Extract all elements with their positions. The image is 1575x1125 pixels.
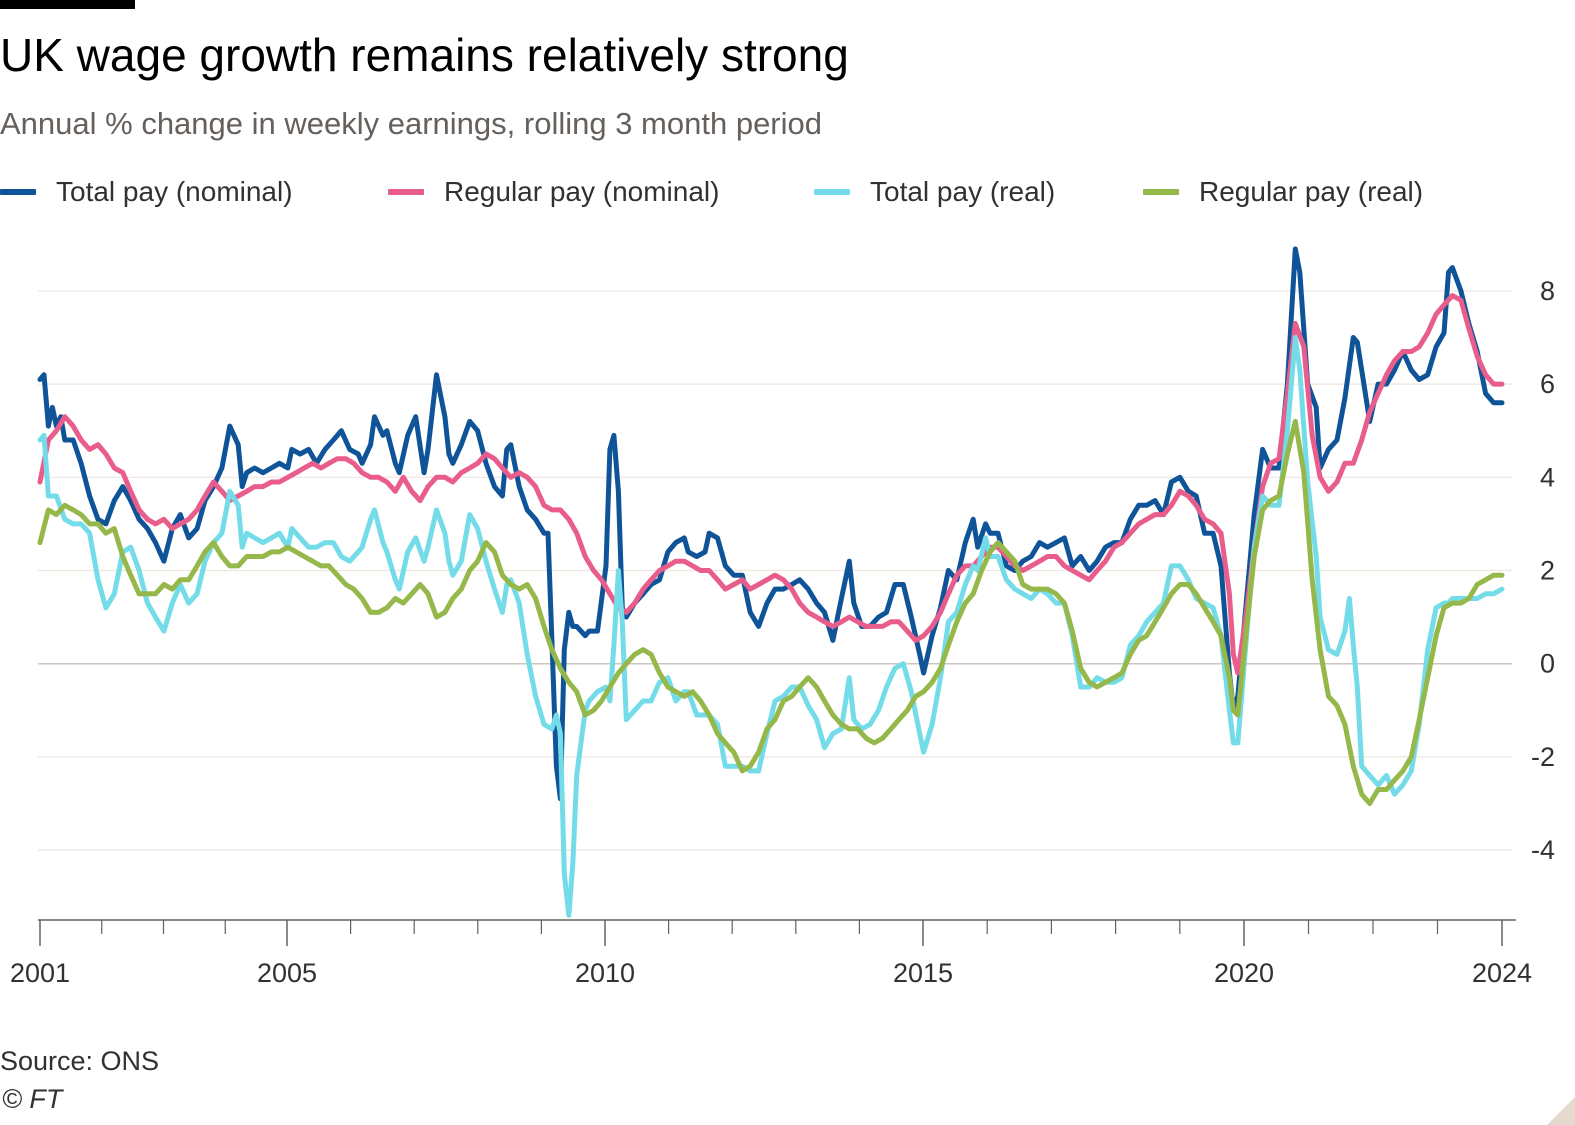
- legend-label: Regular pay (real): [1199, 176, 1424, 207]
- line-chart: 8 6 4 2 0 -2 -4 2001 2005 2010 2015 2020 2024: [10, 246, 1555, 988]
- brand-top-bar: [0, 0, 135, 9]
- x-tick-label: 2005: [257, 958, 317, 988]
- series-line-total-pay-nominal: [37, 246, 1505, 802]
- x-tick-label: 2001: [10, 958, 70, 988]
- x-tick-label: 2024: [1472, 958, 1532, 988]
- legend-item-total-nominal[interactable]: Total pay (nominal): [0, 176, 293, 208]
- legend-label: Total pay (nominal): [56, 176, 293, 207]
- series-line-regular-pay-real: [37, 418, 1505, 806]
- legend-label: Regular pay (nominal): [444, 176, 720, 207]
- chart-subtitle: Annual % change in weekly earnings, roll…: [0, 106, 822, 141]
- y-tick-label: 8: [1540, 276, 1555, 306]
- y-tick-label: 0: [1540, 649, 1555, 679]
- x-tick-label: 2010: [575, 958, 635, 988]
- y-tick-label: 6: [1540, 369, 1555, 399]
- x-tick-label: 2020: [1214, 958, 1274, 988]
- legend-swatch: [388, 189, 424, 195]
- y-tick-label: -2: [1531, 742, 1555, 772]
- legend-item-regular-nominal[interactable]: Regular pay (nominal): [388, 176, 719, 208]
- copyright-note: © FT: [2, 1084, 63, 1114]
- legend-swatch: [814, 189, 850, 195]
- chart-legend: Total pay (nominal) Regular pay (nominal…: [0, 176, 1575, 216]
- source-note: Source: ONS: [0, 1046, 160, 1076]
- legend-swatch: [0, 189, 36, 195]
- y-tick-label: 4: [1540, 462, 1555, 492]
- y-tick-label: -4: [1531, 835, 1555, 865]
- corner-fold-icon: [1547, 1097, 1575, 1125]
- legend-label: Total pay (real): [870, 176, 1056, 207]
- chart-title: UK wage growth remains relatively strong: [0, 29, 849, 81]
- legend-item-regular-real[interactable]: Regular pay (real): [1143, 176, 1423, 208]
- legend-swatch: [1143, 189, 1179, 195]
- x-tick-label: 2015: [893, 958, 953, 988]
- legend-item-total-real[interactable]: Total pay (real): [814, 176, 1055, 208]
- y-tick-label: 2: [1540, 556, 1555, 586]
